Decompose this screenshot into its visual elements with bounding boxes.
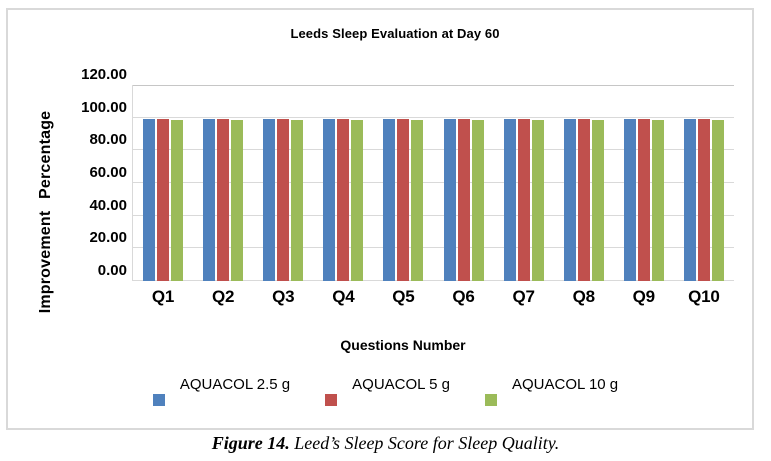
- bar-aquacol-10-g: [651, 120, 664, 281]
- chart-title: Leeds Sleep Evaluation at Day 60: [290, 26, 500, 41]
- bar-aquacol-10-g: [531, 120, 544, 281]
- bar-aquacol-5-g: [337, 119, 350, 281]
- y-tick-label: 60.00: [89, 164, 127, 181]
- bar-group-q5: [373, 85, 433, 281]
- bar-aquacol-2-5-g: [683, 119, 696, 281]
- bar-group-q4: [313, 85, 373, 281]
- y-tick-label: 40.00: [89, 196, 127, 214]
- legend-swatch-icon: [484, 394, 497, 406]
- bar-aquacol-2-5-g: [143, 119, 156, 281]
- legend-swatch-icon: [325, 394, 338, 406]
- legend-label: AQUACOL 10 g: [511, 376, 619, 393]
- x-tick-label-q10: Q10: [688, 287, 720, 306]
- bar-group-q3: [253, 85, 313, 281]
- bar-group-q9: [614, 85, 674, 281]
- gridline-120: [133, 85, 734, 86]
- gridline-60: [133, 182, 734, 183]
- legend-label: AQUACOL 2.5 g: [179, 376, 291, 393]
- bar-aquacol-2-5-g: [383, 119, 396, 281]
- x-tick-label-q6: Q6: [452, 287, 475, 306]
- bar-groups: [133, 85, 734, 281]
- legend-label: AQUACOL 5 g: [352, 376, 450, 393]
- bar-aquacol-5-g: [457, 119, 470, 281]
- bar-group-q2: [193, 85, 253, 281]
- bar-aquacol-10-g: [711, 120, 724, 281]
- bar-aquacol-5-g: [397, 119, 410, 281]
- legend-swatch-icon: [152, 394, 165, 406]
- x-tick-label-q7: Q7: [512, 287, 535, 306]
- bar-aquacol-10-g: [351, 120, 364, 281]
- bar-aquacol-2-5-g: [563, 119, 576, 281]
- bar-aquacol-5-g: [517, 119, 530, 281]
- bar-aquacol-2-5-g: [623, 119, 636, 281]
- bar-aquacol-5-g: [157, 119, 170, 281]
- y-tick-label: 100.00: [81, 98, 127, 116]
- x-tick-label-q9: Q9: [632, 287, 655, 306]
- x-tick-label-q3: Q3: [272, 287, 295, 306]
- bar-aquacol-10-g: [411, 120, 424, 281]
- gridline-80: [133, 149, 734, 151]
- legend-item-aquacol-10-g: AQUACOL 10 g: [484, 374, 619, 410]
- gridline-20: [133, 247, 734, 249]
- bar-aquacol-2-5-g: [503, 119, 516, 281]
- gridline-40: [133, 214, 734, 216]
- y-axis-line: [132, 85, 133, 281]
- x-tick-label-q8: Q8: [572, 287, 595, 306]
- x-tick-label-q4: Q4: [332, 287, 355, 306]
- bar-aquacol-10-g: [291, 120, 304, 281]
- legend-item-aquacol-2-5-g: AQUACOL 2.5 g: [152, 374, 291, 410]
- figure-caption: Figure 14. Leed’s Sleep Score for Sleep …: [0, 433, 771, 454]
- x-tick-label-q1: Q1: [151, 287, 175, 306]
- gridline-100: [133, 116, 734, 118]
- bar-group-q7: [494, 85, 554, 281]
- y-axis-tick-labels: 0.00 20.00 40.00 60.00 80.00 100.00 120.00: [0, 0, 127, 320]
- y-tick-label: 20.00: [89, 229, 127, 247]
- bar-aquacol-5-g: [277, 119, 290, 281]
- gridline-0: [133, 280, 734, 281]
- y-tick-label: 120.00: [81, 66, 127, 83]
- bar-aquacol-5-g: [577, 119, 590, 281]
- bar-aquacol-10-g: [171, 120, 184, 281]
- y-tick-label: 0.00: [97, 262, 127, 279]
- x-axis-tick-labels: Q1 Q2 Q3 Q4 Q5 Q6 Q7 Q8 Q9 Q10: [133, 287, 734, 307]
- x-tick-label-q5: Q5: [392, 287, 415, 306]
- figure-caption-number: Figure 14.: [211, 433, 290, 453]
- bar-group-q10: [674, 85, 734, 281]
- bar-aquacol-10-g: [231, 120, 244, 281]
- bar-aquacol-2-5-g: [263, 119, 276, 281]
- bar-aquacol-5-g: [637, 119, 650, 281]
- y-tick-label: 80.00: [89, 131, 127, 149]
- chart-legend: AQUACOL 2.5 g AQUACOL 5 g AQUACOL 10 g: [0, 374, 771, 410]
- bar-aquacol-5-g: [217, 119, 230, 281]
- bar-aquacol-2-5-g: [323, 119, 336, 281]
- figure-caption-text: Leed’s Sleep Score for Sleep Quality.: [289, 433, 560, 453]
- plot-area: [132, 85, 734, 281]
- bar-aquacol-10-g: [471, 120, 484, 281]
- bar-aquacol-2-5-g: [443, 119, 456, 281]
- bar-aquacol-5-g: [697, 119, 710, 281]
- bar-group-q6: [433, 85, 493, 281]
- x-tick-label-q2: Q2: [212, 287, 235, 306]
- bar-aquacol-10-g: [591, 120, 604, 281]
- bar-group-q8: [554, 85, 614, 281]
- bar-aquacol-2-5-g: [203, 119, 216, 281]
- legend-item-aquacol-5-g: AQUACOL 5 g: [325, 374, 450, 410]
- bar-group-q1: [133, 85, 193, 281]
- x-axis-title: Questions Number: [340, 337, 466, 353]
